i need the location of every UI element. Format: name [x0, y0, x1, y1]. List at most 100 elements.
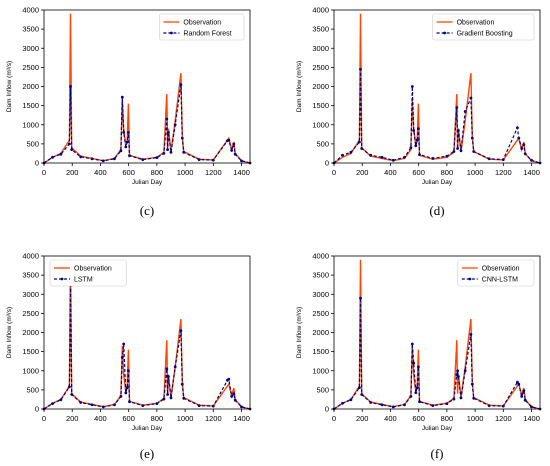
series-point: [119, 395, 123, 398]
y-tick-label: 2000: [22, 328, 39, 337]
y-tick-label: 2000: [22, 82, 39, 91]
series-point: [456, 147, 459, 150]
series-point: [349, 398, 353, 402]
x-tick-label: 1200: [495, 168, 512, 177]
y-tick-label: 3000: [22, 44, 39, 53]
series-point: [410, 85, 414, 88]
panel-caption: (e): [140, 446, 154, 461]
legend: Observation CNN-LSTM: [457, 259, 535, 287]
y-tick-label: 1000: [22, 120, 39, 129]
panel-caption: (d): [429, 203, 444, 218]
series-point: [79, 401, 83, 404]
x-tick-label: 800: [441, 414, 454, 423]
series-point: [141, 404, 145, 407]
series-point: [517, 136, 521, 140]
series-point: [90, 157, 94, 161]
series-point: [470, 136, 474, 140]
y-tick-label: 2000: [312, 82, 329, 91]
legend-label-1: Observation: [457, 20, 495, 27]
series-point: [126, 131, 130, 134]
series-point: [122, 342, 126, 346]
x-tick-label: 200: [356, 168, 369, 177]
series-point: [360, 393, 364, 396]
series-point: [455, 106, 459, 109]
x-tick-label: 1000: [467, 168, 484, 177]
x-tick-label: 200: [66, 168, 79, 177]
series-point: [120, 95, 124, 99]
series-point: [359, 67, 362, 71]
series-point: [516, 126, 519, 130]
series-point: [501, 158, 505, 162]
series-point: [113, 157, 116, 161]
x-tick-label: 600: [412, 168, 425, 177]
series-point: [51, 402, 54, 405]
series-point: [211, 404, 215, 408]
series-point: [463, 110, 467, 113]
series-point: [173, 123, 177, 127]
series-point: [520, 147, 524, 150]
series-point: [165, 117, 169, 121]
x-tick-label: 0: [332, 168, 336, 177]
chart-panel-4: 0 200 400 600 800 1000 1200 1400 0 500 1000 1500 200…: [296, 252, 542, 461]
y-tick-label: 3500: [22, 271, 39, 280]
y-axis-label: Dam Inflow (m³/s): [6, 307, 13, 358]
series-point: [119, 149, 123, 153]
series-point: [101, 405, 105, 409]
series-point: [469, 96, 473, 100]
series-point: [165, 367, 169, 371]
x-tick-label: 1400: [233, 414, 250, 423]
legend-label-1: Observation: [482, 266, 520, 273]
series-point: [179, 329, 183, 332]
legend-label-1: Observation: [74, 266, 112, 273]
series-point: [358, 386, 361, 389]
chart-panel-1: 0 200 400 600 800 1000 1200 1400 0 500 1000 1500 200…: [6, 6, 252, 218]
series-point: [522, 143, 526, 147]
series-point: [417, 127, 420, 130]
series-point: [166, 393, 170, 396]
series-point: [417, 365, 420, 369]
x-tick-label: 0: [332, 414, 336, 423]
x-tick-label: 800: [151, 414, 164, 423]
y-tick-label: 1000: [22, 366, 39, 375]
series-point: [530, 158, 533, 162]
y-tick-label: 500: [26, 385, 39, 394]
x-tick-label: 600: [122, 414, 135, 423]
series-point: [128, 154, 131, 158]
series-point: [232, 392, 236, 396]
series-point: [180, 136, 184, 140]
panel-caption: (f): [431, 446, 444, 461]
series-point: [120, 356, 124, 359]
y-tick-label: 2500: [22, 309, 39, 318]
x-tick-label: 800: [151, 168, 164, 177]
series-point: [59, 152, 63, 156]
series-point: [414, 391, 418, 394]
y-tick-label: 1000: [312, 366, 329, 375]
y-tick-label: 3500: [312, 271, 329, 280]
panel-caption: (c): [140, 203, 154, 218]
legend-label-1: Observation: [183, 20, 221, 27]
y-tick-label: 500: [316, 385, 329, 394]
x-axis-label: Julian Day: [132, 425, 163, 432]
series-point: [523, 398, 527, 402]
series-point: [230, 395, 234, 398]
series-point: [369, 153, 373, 157]
x-tick-label: 1000: [467, 414, 484, 423]
y-tick-label: 4000: [22, 252, 39, 261]
y-tick-label: 1500: [22, 101, 39, 110]
chart-panel-3: 0 200 400 600 800 1000 1200 1400 0 500 1000 1500 200…: [6, 252, 252, 461]
x-tick-label: 400: [94, 168, 107, 177]
series-point: [409, 146, 413, 150]
series-point: [418, 400, 421, 404]
series-point: [414, 144, 418, 148]
series-point: [391, 158, 395, 162]
y-tick-label: 4000: [22, 6, 39, 15]
series-point: [520, 395, 524, 398]
series-point: [472, 150, 476, 153]
legend: Observation Random Forest: [159, 13, 245, 41]
series-point: [101, 159, 105, 163]
series-point: [457, 375, 460, 378]
legend-label-2: Random Forest: [183, 31, 231, 38]
series-point: [232, 142, 236, 146]
y-tick-label: 3000: [312, 44, 329, 53]
y-tick-label: 1500: [312, 101, 329, 110]
